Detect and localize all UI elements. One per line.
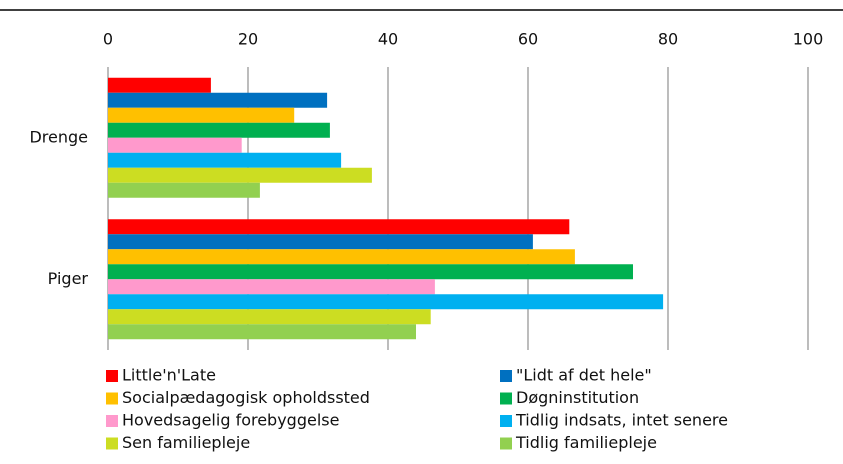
y-tick-label: Drenge [29,127,88,146]
legend-label: Døgninstitution [516,388,639,407]
x-tick-label: 20 [238,30,258,49]
bar [108,279,435,295]
bar [108,167,372,183]
legend-label: Tidlig familiepleje [515,433,657,452]
legend-label: "Lidt af det hele" [516,366,652,385]
x-tick-label: 60 [518,30,538,49]
legend-label: Little'n'Late [122,366,216,385]
legend-marker [500,392,512,405]
bar [108,219,570,235]
legend-label: Hovedsagelig forebyggelse [122,411,339,430]
bar [108,324,416,340]
legend-marker [106,370,118,382]
x-tick-label: 100 [793,30,824,49]
legend-marker [106,392,118,405]
legend-marker [106,437,118,450]
bar [108,182,260,198]
bar [108,264,633,280]
bar [108,77,211,93]
x-tick-label: 0 [103,30,113,49]
bar [108,92,328,108]
y-tick-label: Piger [48,269,89,288]
bar [108,294,664,310]
legend-label: Socialpædagogisk opholdssted [122,388,370,407]
bar [108,234,533,250]
bar [108,249,575,265]
bar [108,309,431,325]
x-tick-label: 80 [658,30,678,49]
legend-marker [106,415,118,427]
bar [108,152,342,168]
bar [108,107,295,123]
legend-label: Sen familiepleje [122,433,250,452]
legend-marker [500,370,512,382]
legend-marker [500,437,512,450]
legend-label: Tidlig indsats, intet senere [515,411,728,430]
bar [108,137,242,153]
x-tick-label: 40 [378,30,398,49]
bar [108,122,330,138]
legend-marker [500,415,512,427]
